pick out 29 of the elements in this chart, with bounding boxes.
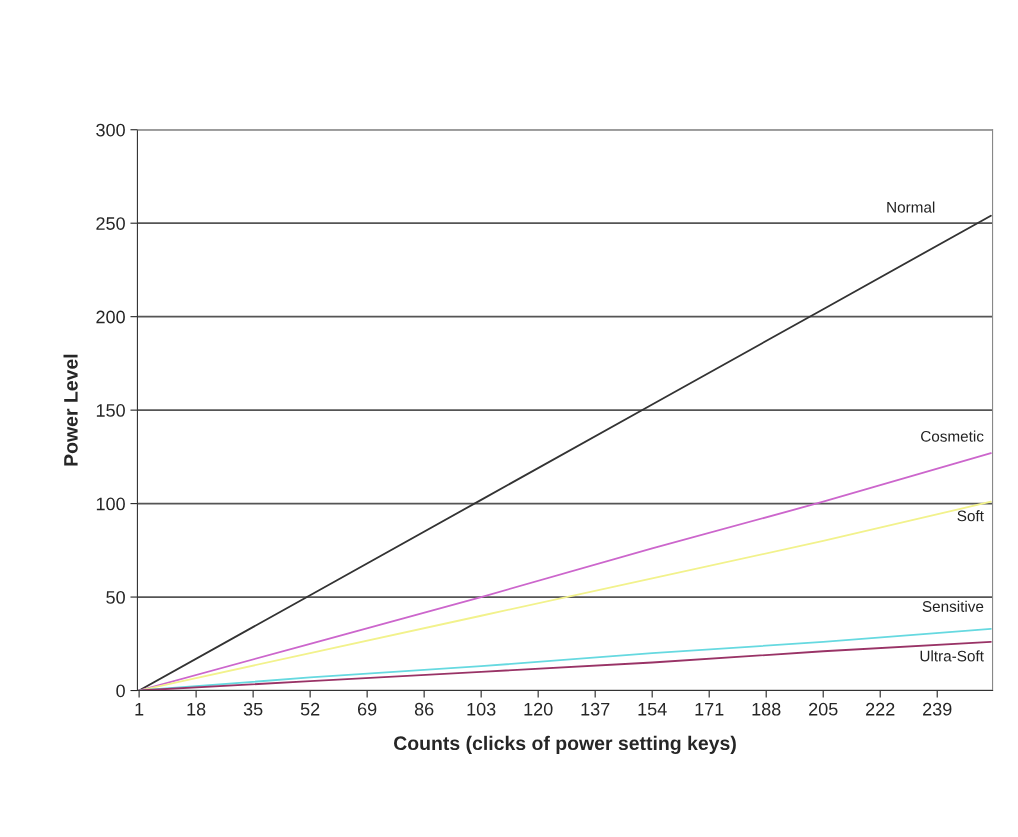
x-tick-label: 154 [638,702,667,716]
y-tick-label: 150 [96,404,125,417]
x-tick-label: 188 [752,702,781,716]
x-tick-label: 1 [135,702,144,716]
x-tick-label: 52 [300,702,320,716]
y-axis-title: Power Level [63,354,78,466]
x-tick-label: 103 [467,702,496,716]
series-label: Normal [887,201,935,213]
series-label: Sensitive [922,600,984,612]
y-tick-label: 50 [106,590,125,604]
x-tick-label: 120 [524,702,553,716]
series-label: Cosmetic [921,430,984,442]
x-tick-label: 205 [809,702,838,716]
y-tick-label: 0 [116,684,125,698]
x-axis-title: Counts (clicks of power setting keys) [394,735,736,755]
y-tick-label: 300 [96,123,125,137]
series-label: Soft [957,510,984,522]
x-tick-label: 35 [243,702,263,716]
series-label: Ultra-Soft [920,650,984,662]
x-tick-label: 137 [581,702,610,716]
y-tick-label: 250 [96,217,125,230]
x-tick-label: 222 [866,702,895,716]
y-tick-label: 200 [96,310,125,324]
x-tick-label: 239 [923,702,952,716]
x-tick-label: 86 [414,702,434,716]
x-tick-label: 69 [358,702,377,716]
x-tick-label: 171 [695,702,724,716]
y-tick-label: 100 [96,497,125,511]
x-tick-label: 18 [187,702,206,716]
